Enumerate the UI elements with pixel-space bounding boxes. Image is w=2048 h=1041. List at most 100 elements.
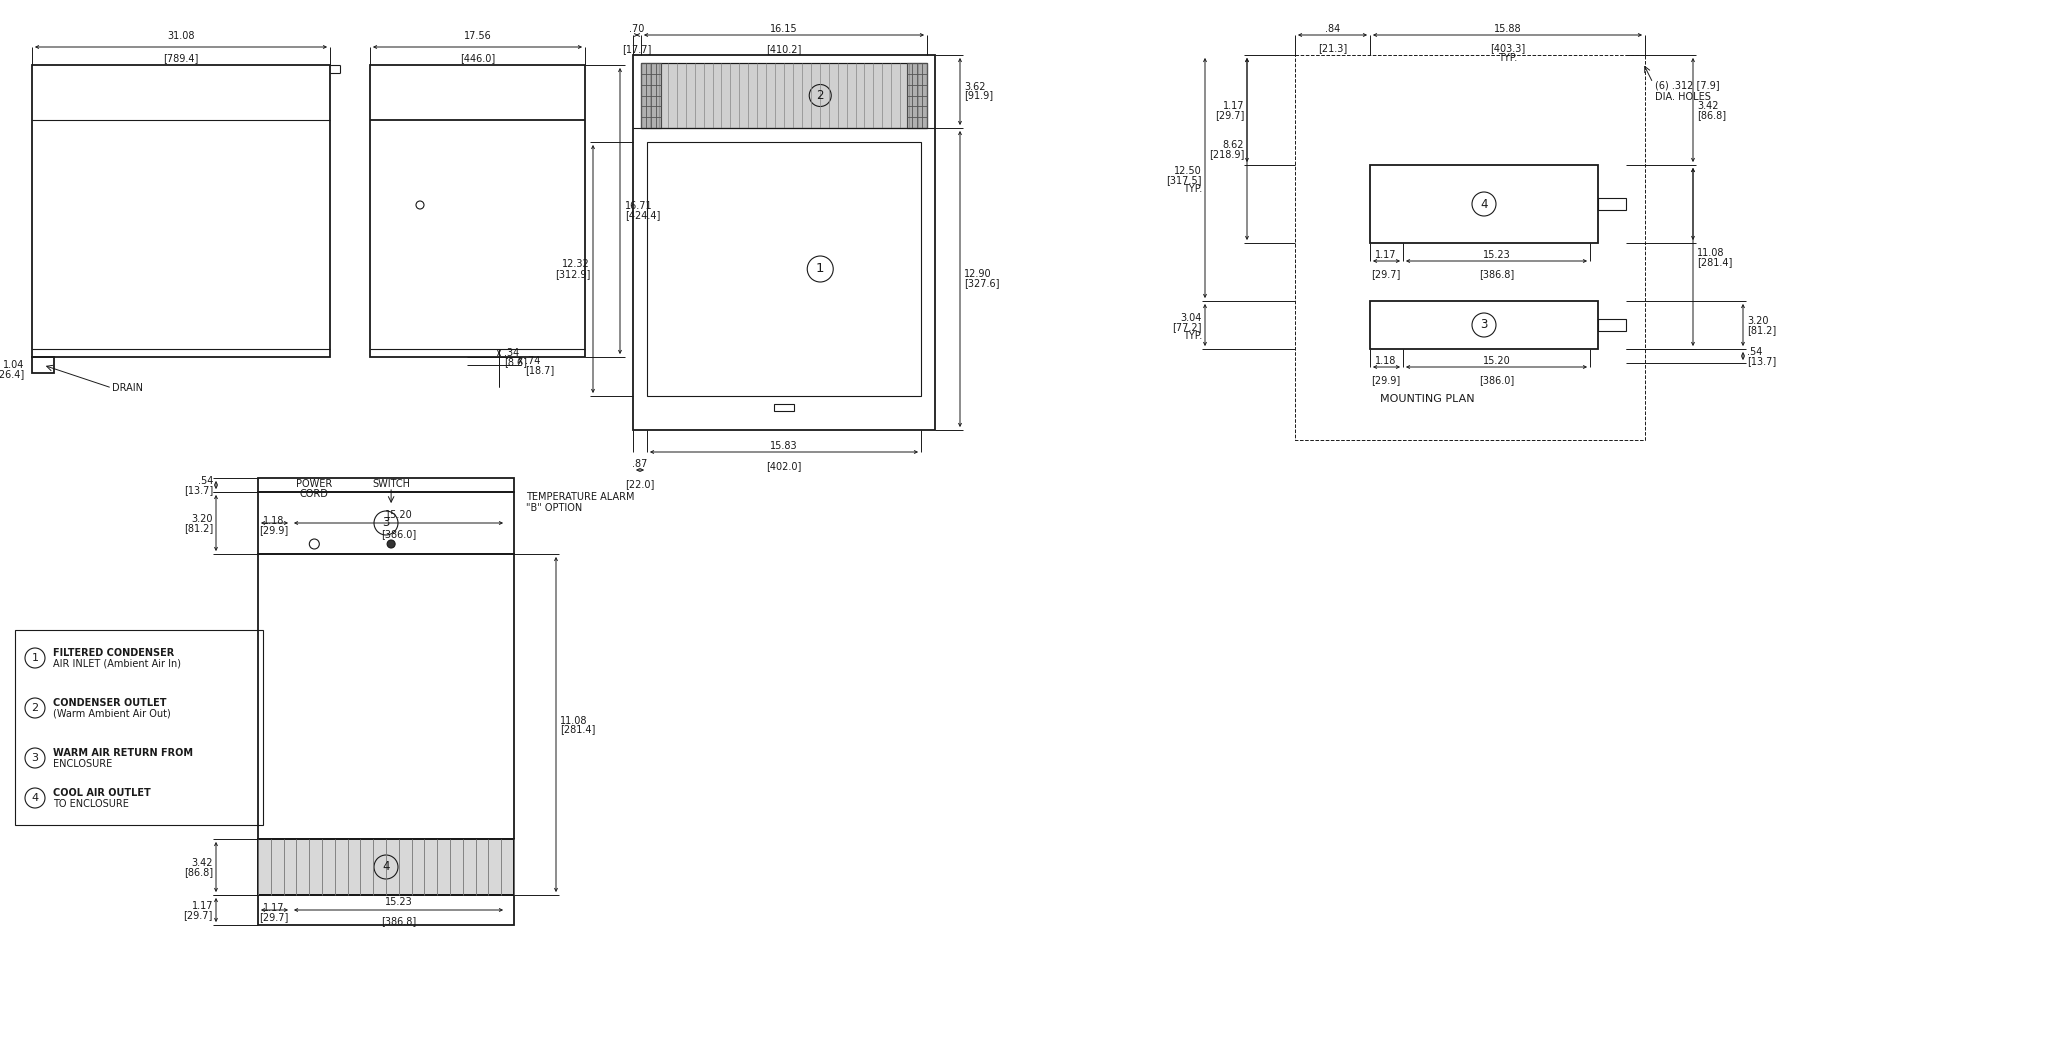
Text: [281.4]: [281.4] bbox=[1698, 257, 1733, 266]
Text: 11.08: 11.08 bbox=[1698, 248, 1724, 258]
Text: CORD: CORD bbox=[299, 489, 330, 499]
Text: [21.3]: [21.3] bbox=[1317, 43, 1348, 53]
Text: 16.15: 16.15 bbox=[770, 24, 799, 34]
Text: 11.08: 11.08 bbox=[559, 715, 588, 726]
Text: [86.8]: [86.8] bbox=[1698, 110, 1726, 120]
Text: [403.3]: [403.3] bbox=[1489, 43, 1526, 53]
Text: WARM AIR RETURN FROM: WARM AIR RETURN FROM bbox=[53, 748, 193, 758]
Text: [312.9]: [312.9] bbox=[555, 269, 590, 279]
Text: 1.17: 1.17 bbox=[1376, 250, 1397, 260]
Bar bbox=[258, 492, 514, 554]
Text: 15.20: 15.20 bbox=[385, 510, 412, 520]
Text: .87: .87 bbox=[633, 459, 647, 469]
Text: [402.0]: [402.0] bbox=[766, 461, 801, 471]
Text: CONDENSER OUTLET: CONDENSER OUTLET bbox=[53, 699, 166, 708]
Text: "B" OPTION: "B" OPTION bbox=[526, 503, 582, 513]
Text: AIR INLET (Ambient Air In): AIR INLET (Ambient Air In) bbox=[53, 659, 180, 669]
Bar bbox=[258, 554, 514, 839]
Text: .54: .54 bbox=[1747, 347, 1763, 357]
Text: [8.6]: [8.6] bbox=[504, 357, 526, 367]
Text: 1: 1 bbox=[31, 653, 39, 663]
Text: 3: 3 bbox=[31, 753, 39, 763]
Bar bbox=[258, 839, 514, 895]
Bar bbox=[371, 65, 586, 357]
Text: [26.4]: [26.4] bbox=[0, 369, 25, 379]
Text: ENCLOSURE: ENCLOSURE bbox=[53, 759, 113, 769]
Bar bbox=[641, 64, 928, 128]
Text: 15.20: 15.20 bbox=[1483, 356, 1509, 366]
Text: 12.90: 12.90 bbox=[965, 269, 991, 279]
Text: 4: 4 bbox=[31, 793, 39, 803]
Text: [327.6]: [327.6] bbox=[965, 278, 999, 288]
Bar bbox=[33, 357, 53, 373]
Bar bbox=[633, 55, 936, 430]
Text: (Warm Ambient Air Out): (Warm Ambient Air Out) bbox=[53, 709, 170, 719]
Text: DRAIN: DRAIN bbox=[113, 383, 143, 393]
Bar bbox=[1597, 319, 1626, 331]
Text: 3.62: 3.62 bbox=[965, 81, 985, 92]
Text: TYP.: TYP. bbox=[1184, 184, 1202, 194]
Text: 4: 4 bbox=[1481, 198, 1487, 210]
Text: 2: 2 bbox=[31, 703, 39, 713]
Text: 3.04: 3.04 bbox=[1180, 313, 1202, 323]
Text: [386.0]: [386.0] bbox=[1479, 375, 1513, 385]
Text: 8.62: 8.62 bbox=[1223, 139, 1243, 150]
Text: [29.7]: [29.7] bbox=[1214, 110, 1243, 120]
Text: [17.7]: [17.7] bbox=[623, 44, 651, 54]
Text: .84: .84 bbox=[1325, 24, 1339, 34]
Text: [86.8]: [86.8] bbox=[184, 867, 213, 877]
Text: .74: .74 bbox=[526, 356, 541, 366]
Text: 15.83: 15.83 bbox=[770, 441, 799, 451]
Text: 1.17: 1.17 bbox=[193, 902, 213, 911]
Text: [386.8]: [386.8] bbox=[381, 916, 416, 926]
Bar bbox=[14, 630, 262, 826]
Text: [29.9]: [29.9] bbox=[1372, 375, 1401, 385]
Bar bbox=[774, 404, 795, 411]
Text: [386.0]: [386.0] bbox=[381, 529, 416, 539]
Text: 15.88: 15.88 bbox=[1493, 24, 1522, 34]
Text: TEMPERATURE ALARM: TEMPERATURE ALARM bbox=[526, 492, 635, 502]
Text: .34: .34 bbox=[504, 348, 520, 358]
Bar bbox=[1370, 301, 1597, 349]
Text: TO ENCLOSURE: TO ENCLOSURE bbox=[53, 799, 129, 809]
Bar bbox=[258, 478, 514, 492]
Text: SWITCH: SWITCH bbox=[373, 479, 410, 489]
Text: 12.50: 12.50 bbox=[1174, 166, 1202, 176]
Bar bbox=[647, 142, 922, 396]
Text: [13.7]: [13.7] bbox=[1747, 356, 1776, 366]
Bar bbox=[641, 64, 662, 128]
Text: [13.7]: [13.7] bbox=[184, 485, 213, 496]
Text: [281.4]: [281.4] bbox=[559, 725, 596, 735]
Text: 12.32: 12.32 bbox=[563, 259, 590, 269]
Text: 1.17: 1.17 bbox=[264, 903, 285, 913]
Text: [77.2]: [77.2] bbox=[1174, 322, 1202, 332]
Text: [22.0]: [22.0] bbox=[625, 479, 655, 489]
Text: 1: 1 bbox=[815, 262, 825, 276]
Text: [789.4]: [789.4] bbox=[164, 53, 199, 64]
Text: 3.42: 3.42 bbox=[193, 858, 213, 868]
Text: 15.23: 15.23 bbox=[1483, 250, 1509, 260]
Text: 1.18: 1.18 bbox=[1376, 356, 1397, 366]
Text: 1.18: 1.18 bbox=[264, 516, 285, 526]
Text: [18.7]: [18.7] bbox=[526, 365, 555, 375]
Text: 3: 3 bbox=[383, 516, 389, 530]
Text: [29.7]: [29.7] bbox=[184, 910, 213, 920]
Text: POWER: POWER bbox=[297, 479, 332, 489]
Text: [386.8]: [386.8] bbox=[1479, 269, 1513, 279]
Text: [81.2]: [81.2] bbox=[1747, 325, 1776, 335]
Text: FILTERED CONDENSER: FILTERED CONDENSER bbox=[53, 648, 174, 658]
Bar bbox=[641, 64, 928, 128]
Bar bbox=[33, 65, 330, 357]
Text: COOL AIR OUTLET: COOL AIR OUTLET bbox=[53, 788, 152, 798]
Text: [29.7]: [29.7] bbox=[260, 912, 289, 922]
Text: [29.9]: [29.9] bbox=[260, 525, 289, 535]
Text: 16.71: 16.71 bbox=[625, 201, 653, 211]
Text: [91.9]: [91.9] bbox=[965, 91, 993, 101]
Text: [218.9]: [218.9] bbox=[1208, 149, 1243, 159]
Text: [424.4]: [424.4] bbox=[625, 210, 659, 220]
Bar bbox=[258, 895, 514, 925]
Text: 17.56: 17.56 bbox=[463, 31, 492, 41]
Text: 15.23: 15.23 bbox=[385, 897, 412, 907]
Text: [81.2]: [81.2] bbox=[184, 523, 213, 533]
Text: TYP.: TYP. bbox=[1184, 331, 1202, 341]
